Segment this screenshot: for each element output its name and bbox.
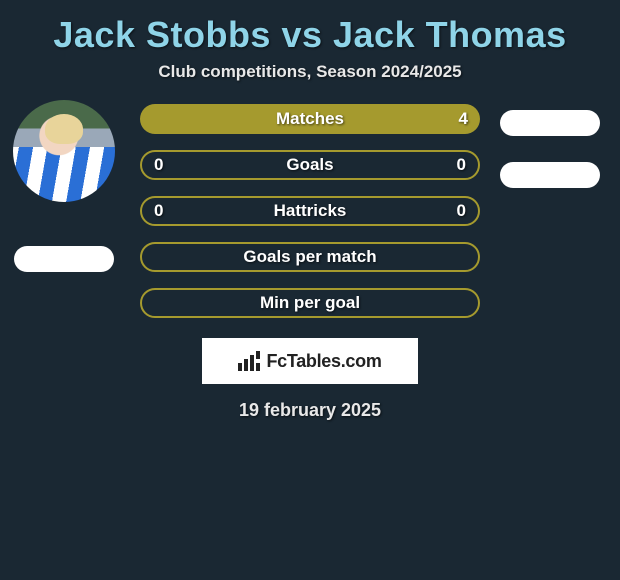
stat-bar-min-per-goal: Min per goal [140,288,480,318]
bar-chart-icon [238,351,260,371]
subtitle: Club competitions, Season 2024/2025 [0,62,620,100]
stat-bar-goals-per-match: Goals per match [140,242,480,272]
stat-label: Min per goal [260,293,360,313]
comparison-area: Matches 4 0 Goals 0 0 Hattricks 0 Goals … [0,100,620,421]
stat-right-value: 4 [459,109,468,129]
player-right-name-pill-2 [500,162,600,188]
stat-left-value: 0 [154,155,163,175]
stat-label: Goals per match [243,247,376,267]
stat-bar-matches: Matches 4 [140,104,480,134]
player-right [494,100,606,188]
player-left [8,100,120,272]
player-right-name-pill [500,110,600,136]
stat-label: Matches [276,109,344,129]
stat-bar-hattricks: 0 Hattricks 0 [140,196,480,226]
brand-text: FcTables.com [266,351,381,372]
page-title: Jack Stobbs vs Jack Thomas [0,0,620,62]
stat-label: Goals [286,155,333,175]
stats-bars: Matches 4 0 Goals 0 0 Hattricks 0 Goals … [140,100,480,318]
stat-right-value: 0 [457,201,466,221]
brand-box: FcTables.com [202,338,418,384]
player-left-name-pill [14,246,114,272]
date-text: 19 february 2025 [0,400,620,421]
stat-bar-goals: 0 Goals 0 [140,150,480,180]
stat-label: Hattricks [274,201,347,221]
stat-right-value: 0 [457,155,466,175]
stat-left-value: 0 [154,201,163,221]
player-left-avatar [13,100,115,202]
